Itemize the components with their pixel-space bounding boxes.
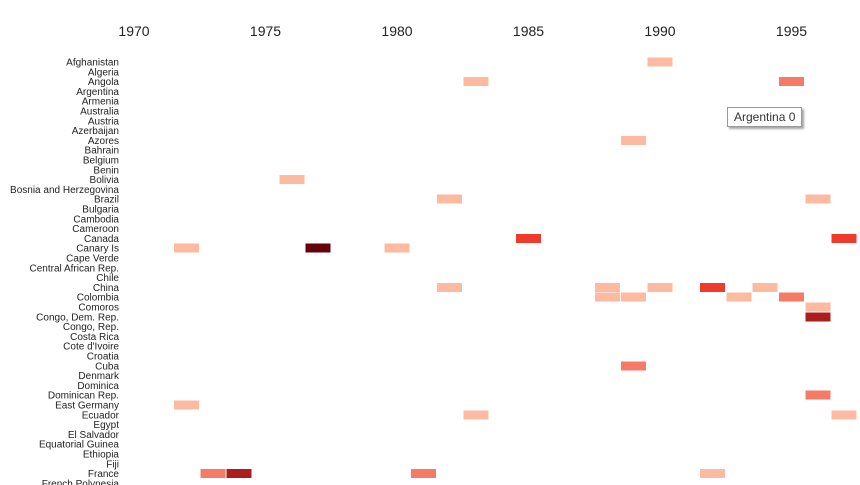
heatmap-cell-france-1992[interactable] [700,469,726,479]
y-tick-label-dominica: Dominica [77,381,119,392]
heatmap-cell-colombia-1988[interactable] [594,292,620,302]
heatmap-cell-dominican-rep-1996[interactable] [805,390,831,400]
heatmap-cell-canada-1997[interactable] [831,233,857,243]
heatmap-cell-china-1988[interactable] [594,282,620,292]
x-tick-label: 1995 [776,23,807,39]
tooltip: Argentina 0 [727,107,803,127]
heatmap-cell-china-1990[interactable] [647,282,673,292]
x-axis: 1970 1975 1980 1985 1990 1995 [118,23,807,39]
y-tick-label-azerbaijan: Azerbaijan [72,126,119,137]
heatmap-cell-comoros-1996[interactable] [805,302,831,312]
y-tick-label-cape-verde: Cape Verde [66,254,119,265]
y-tick-label-east-germany: East Germany [55,401,119,412]
heatmap-cell-canary-is-1980[interactable] [384,243,410,253]
y-tick-label-brazil: Brazil [94,195,119,206]
heatmap-cell-ecuador-1997[interactable] [831,410,857,420]
heatmap-cell-colombia-1989[interactable] [621,292,647,302]
heatmap-cell-colombia-1995[interactable] [779,292,804,302]
x-tick-label: 1985 [513,23,544,39]
y-tick-label-france: France [88,469,120,480]
heatmap-cells [174,57,857,479]
y-tick-label-bosnia-and-herzegovina: Bosnia and Herzegovina [10,185,119,196]
heatmap-cell-france-1973[interactable] [200,469,226,479]
y-tick-label-croatia: Croatia [87,352,120,363]
y-tick-label-costa-rica: Costa Rica [70,332,119,343]
heatmap-cell-angola-1995[interactable] [779,77,804,87]
y-tick-label-el-salvador: El Salvador [68,430,120,441]
heatmap-cell-bolivia-1976[interactable] [279,175,305,185]
y-tick-label-cambodia: Cambodia [73,214,119,225]
y-tick-label-equatorial-guinea: Equatorial Guinea [39,440,119,451]
y-tick-label-cameroon: Cameroon [72,224,119,235]
y-tick-label-cuba: Cuba [95,361,119,372]
heatmap-cell-cuba-1989[interactable] [621,361,647,371]
y-tick-label-denmark: Denmark [78,371,120,382]
y-tick-label-egypt: Egypt [93,420,119,431]
y-tick-label-congo-dem-rep: Congo, Dem. Rep. [36,312,119,323]
heatmap-cell-afghanistan-1990[interactable] [647,57,673,67]
y-tick-label-french-polynesia: French Polynesia [42,479,120,485]
y-tick-label-benin: Benin [93,165,119,176]
y-tick-label-central-african-rep: Central African Rep. [30,263,120,274]
heatmap-cell-canada-1985[interactable] [516,233,541,243]
y-tick-label-dominican-rep: Dominican Rep. [48,391,119,402]
heatmap-cell-brazil-1982[interactable] [437,194,463,204]
y-tick-label-canary-is: Canary Is [76,244,119,255]
y-tick-label-chile: Chile [96,273,119,284]
x-tick-label: 1970 [118,23,149,39]
heatmap-cell-east-germany-1972[interactable] [174,400,200,410]
y-tick-label-comoros: Comoros [78,303,119,314]
y-tick-label-afghanistan: Afghanistan [66,58,119,69]
y-tick-label-ecuador: Ecuador [82,410,120,421]
y-tick-label-bahrain: Bahrain [85,146,119,157]
heatmap-cell-france-1981[interactable] [410,469,436,479]
heatmap-cell-ecuador-1983[interactable] [463,410,489,420]
y-tick-label-azores: Azores [88,136,119,147]
y-tick-label-argentina: Argentina [76,87,119,98]
x-tick-label: 1980 [381,23,412,39]
y-tick-label-austria: Austria [88,116,120,127]
x-tick-label: 1990 [644,23,675,39]
heatmap-cell-china-1982[interactable] [437,282,463,292]
heatmap-cell-canary-is-1972[interactable] [174,243,200,253]
heatmap-cell-angola-1983[interactable] [463,77,489,87]
x-tick-label: 1975 [250,23,281,39]
y-tick-label-bolivia: Bolivia [90,175,120,186]
y-tick-label-ethiopia: Ethiopia [83,450,120,461]
y-tick-label-angola: Angola [88,77,120,88]
y-axis: AfghanistanAlgeriaAngolaArgentinaArmenia… [10,58,120,485]
y-tick-label-congo-rep: Congo, Rep. [63,322,119,333]
y-tick-label-armenia: Armenia [82,97,120,108]
y-tick-label-australia: Australia [80,107,119,118]
heatmap-cell-china-1994[interactable] [752,282,778,292]
heatmap-cell-azores-1989[interactable] [621,135,647,145]
y-tick-label-cote-d-ivoire: Cote d'Ivoire [63,342,119,353]
y-tick-label-canada: Canada [84,234,119,245]
heatmap-cell-colombia-1993[interactable] [726,292,752,302]
heatmap-cell-china-1992[interactable] [700,282,726,292]
heatmap-cell-canary-is-1977[interactable] [305,243,331,253]
y-tick-label-bulgaria: Bulgaria [82,205,119,216]
heatmap-cell-brazil-1996[interactable] [805,194,831,204]
y-tick-label-fiji: Fiji [106,459,119,470]
y-tick-label-belgium: Belgium [83,156,119,167]
heatmap-cell-congo-dem-rep-1996[interactable] [805,312,831,322]
y-tick-label-colombia: Colombia [77,293,120,304]
y-tick-label-china: China [93,283,120,294]
heatmap-cell-france-1974[interactable] [226,469,252,479]
y-tick-label-algeria: Algeria [88,67,120,78]
